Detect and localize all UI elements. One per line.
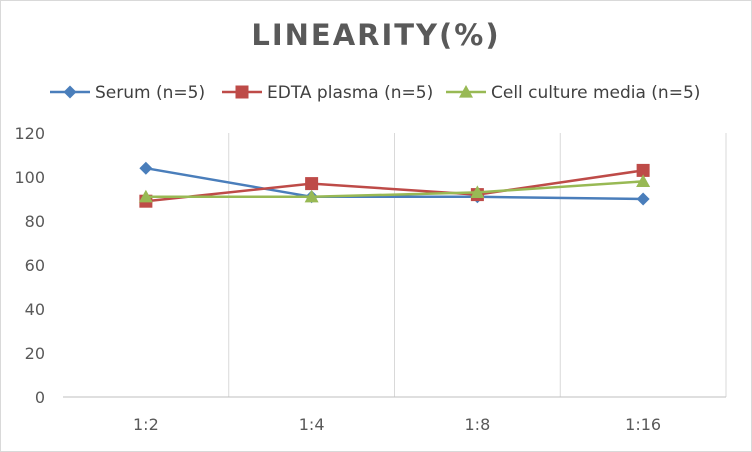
x-tick-label: 1:16 [625, 415, 661, 434]
series-lines [138, 161, 651, 208]
x-tick-label: 1:4 [299, 415, 325, 434]
legend-marker [459, 85, 473, 98]
legend: Serum (n=5) EDTA plasma (n=5) Cell culture… [50, 83, 700, 103]
legend-marker [235, 85, 249, 99]
legend-label: Serum (n=5) [95, 83, 205, 103]
legend-label: EDTA plasma (n=5) [267, 83, 433, 103]
y-tick-label: 120 [14, 124, 45, 143]
legend-item: EDTA plasma (n=5) [222, 83, 433, 103]
data-point [304, 189, 319, 203]
series-line [145, 169, 644, 203]
legend-item: Cell culture media (n=5) [446, 83, 700, 103]
y-tick-label: 40 [25, 300, 45, 319]
y-tick-label: 20 [25, 344, 45, 363]
legend-label: Cell culture media (n=5) [491, 83, 700, 103]
x-tick-label: 1:2 [133, 415, 159, 434]
series-line [145, 166, 644, 201]
legend-marker [63, 85, 77, 99]
data-point [138, 189, 153, 203]
gridlines [228, 133, 727, 397]
y-tick-label: 0 [35, 388, 45, 407]
data-point [470, 185, 485, 198]
series-3 [138, 174, 651, 203]
y-tick-label: 60 [25, 256, 45, 275]
data-point [139, 161, 153, 175]
data-point [636, 163, 650, 177]
data-point [636, 192, 650, 206]
chart-title: LINEARITY(%) [251, 18, 501, 52]
legend-item: Serum (n=5) [50, 83, 205, 103]
y-tick-label: 80 [25, 212, 45, 231]
x-tick-label: 1:8 [465, 415, 491, 434]
data-point [305, 177, 319, 191]
data-point [636, 174, 651, 187]
series-line [145, 180, 644, 199]
y-tick-label: 100 [14, 168, 45, 187]
axes: 0 20 40 60 80 100 120 1:2 1:4 1:8 1:16 [14, 124, 726, 434]
